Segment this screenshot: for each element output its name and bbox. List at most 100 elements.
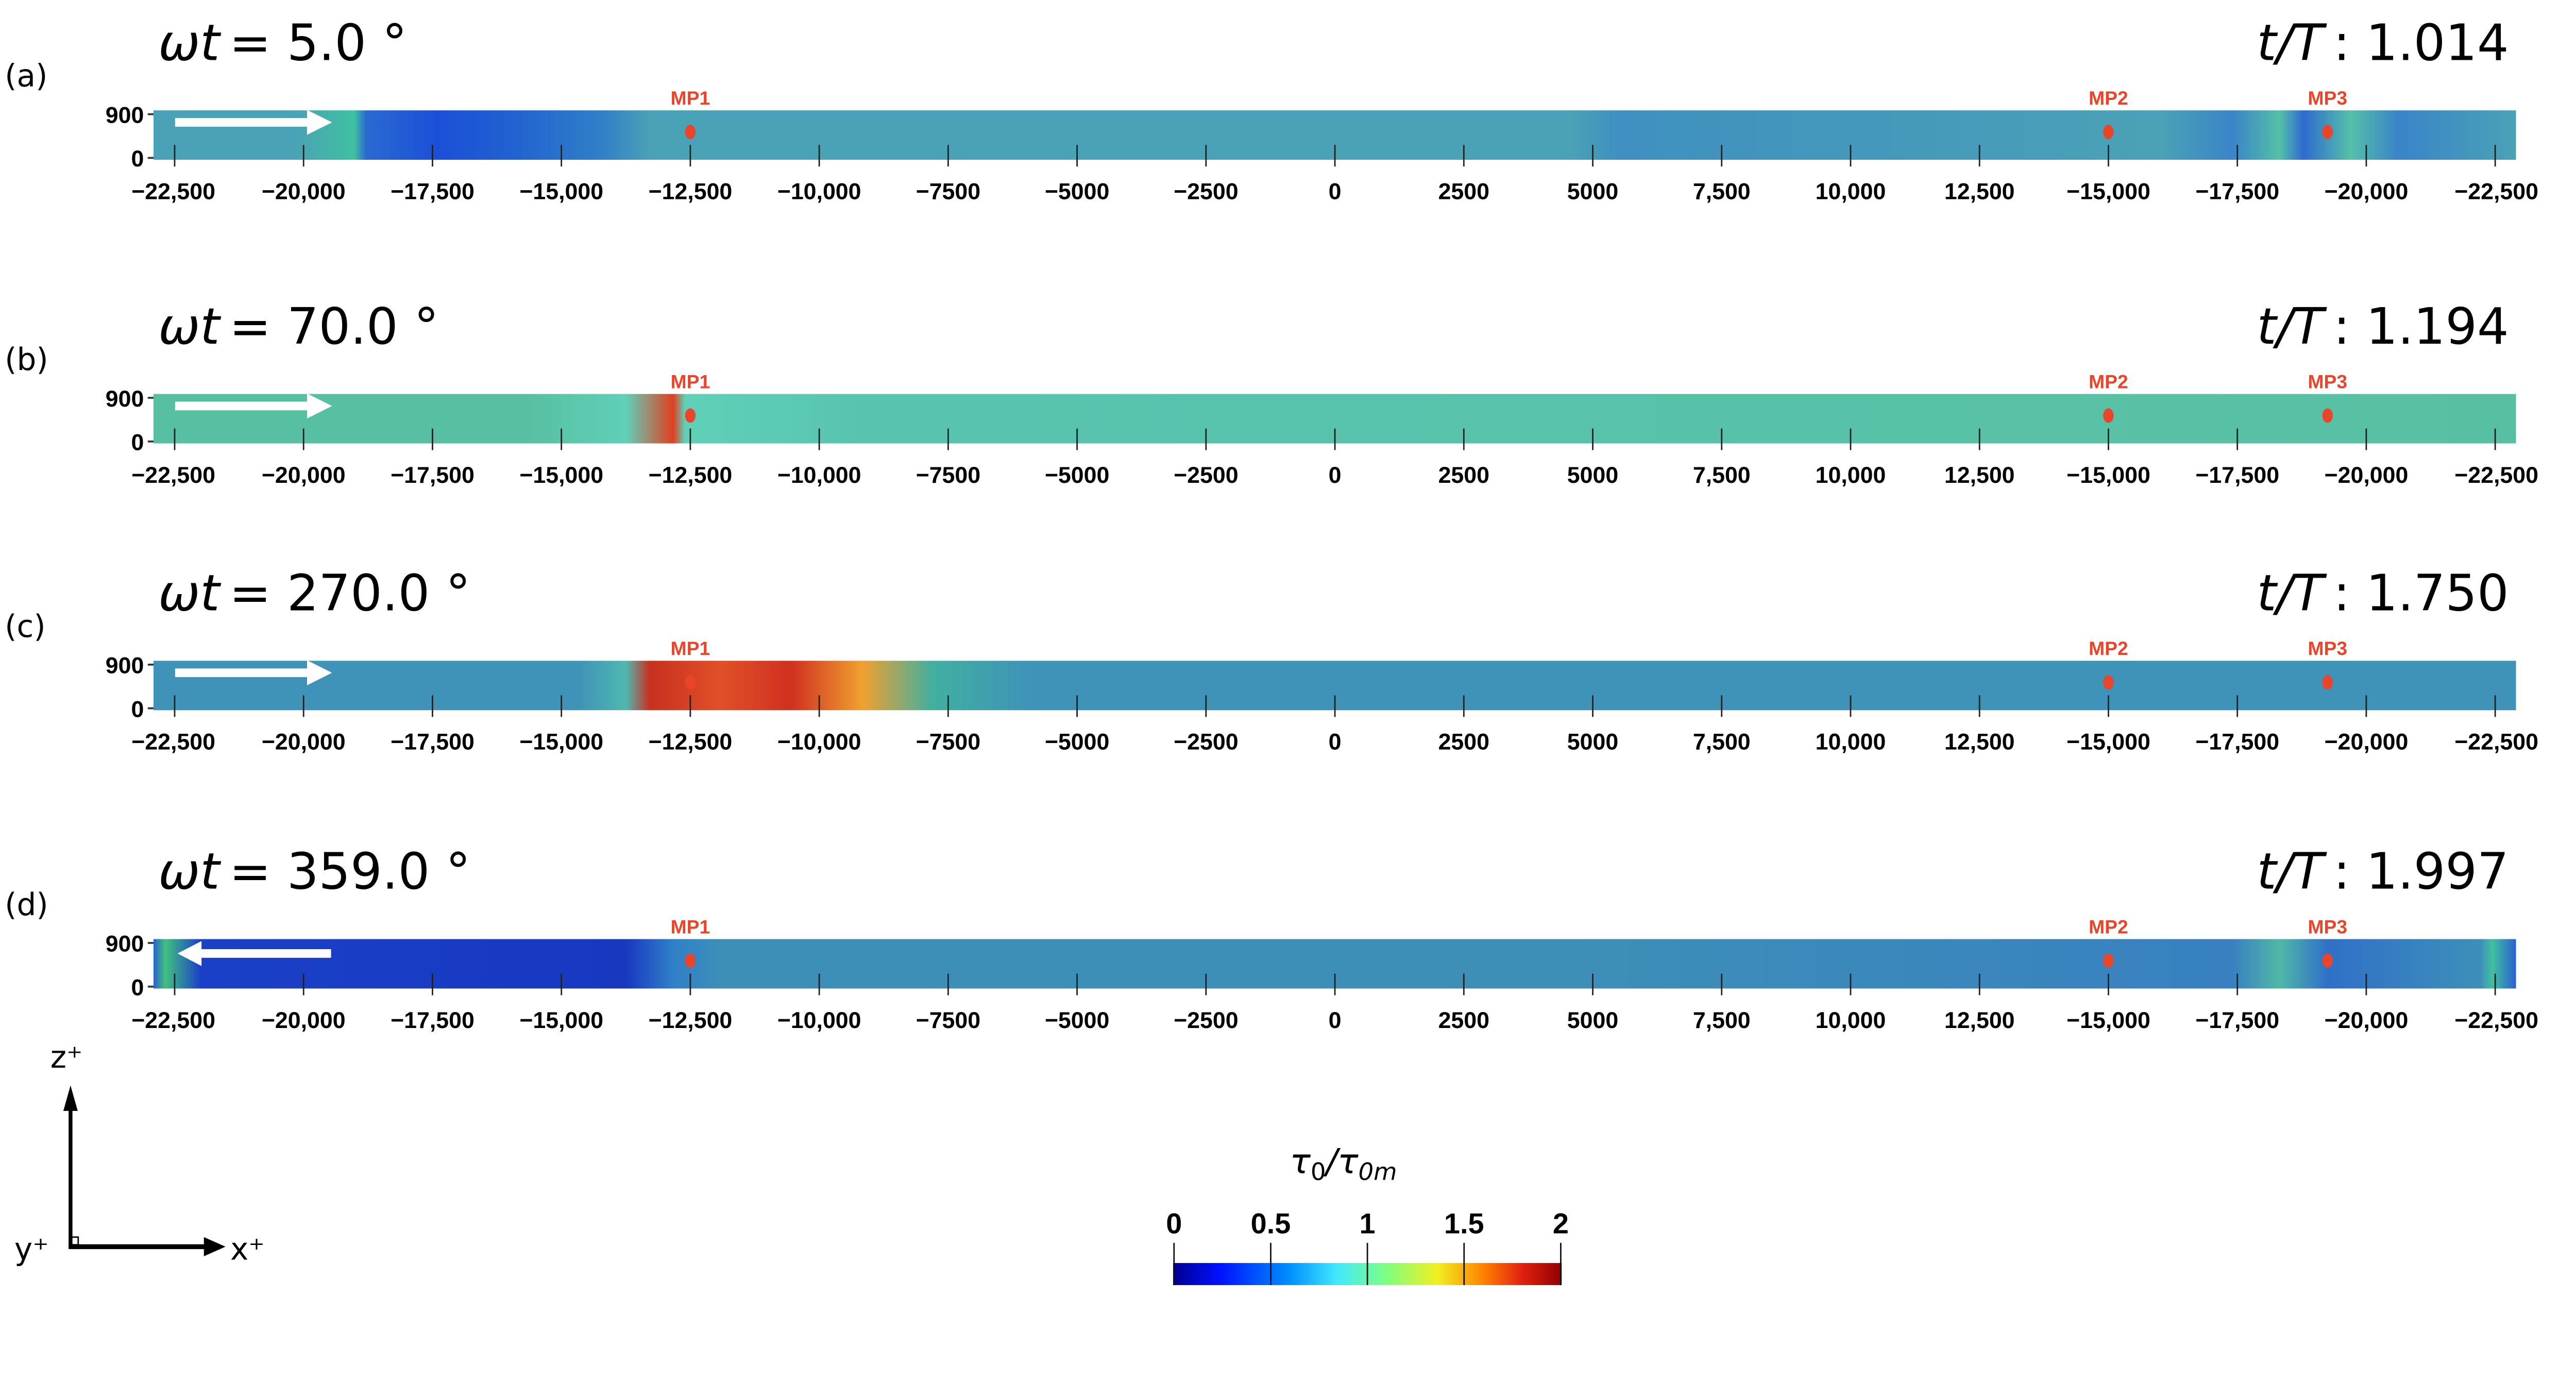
measurement-point-marker [685, 408, 696, 423]
x-tick-label: 2500 [1438, 463, 1489, 488]
x-tick-label: 0 [1329, 1008, 1342, 1033]
measurement-point-label: MP1 [671, 87, 710, 109]
x-tick-label: −7500 [916, 463, 981, 488]
time-ratio-label: t/T: 1.997 [2257, 842, 2509, 901]
x-tick-label: 0 [1329, 463, 1342, 488]
x-tick-label: 12,500 [1944, 463, 2015, 488]
x-tick-label: −22,500 [2454, 179, 2538, 204]
measurement-point-label: MP3 [2308, 370, 2348, 392]
x-tick-label: −5000 [1045, 730, 1110, 755]
x-tick-label: −7500 [916, 730, 981, 755]
x-tick-label: −12,500 [649, 1008, 733, 1033]
measurement-point-label: MP3 [2308, 916, 2348, 937]
x-tick-label: −20,000 [2325, 730, 2409, 755]
x-tick-label: 12,500 [1944, 179, 2015, 204]
y-axis-marker [70, 1236, 79, 1246]
x-tick-label: −15,000 [519, 463, 603, 488]
colorbar-title: τ0/τ0m [1290, 1141, 1397, 1186]
z-tick-label: 0 [131, 146, 144, 172]
x-tick-label: −10,000 [777, 179, 861, 204]
flow-direction-arrow-icon [175, 660, 332, 685]
x-tick-label: −20,000 [262, 1008, 346, 1033]
z-tick-label: 0 [131, 430, 144, 456]
x-tick-label: 5000 [1567, 730, 1618, 755]
x-tick-label: −17,500 [2195, 463, 2279, 488]
x-arrowhead-icon [204, 1237, 226, 1257]
x-tick-label: −17,500 [391, 730, 474, 755]
x-tick-label: 7,500 [1693, 1008, 1751, 1033]
x-tick-label: −5000 [1045, 1008, 1110, 1033]
flow-direction-arrow-icon [175, 393, 332, 419]
x-tick-label: −22,500 [131, 463, 215, 488]
x-tick-label: 2500 [1438, 730, 1489, 755]
x-tick-label: −2500 [1174, 463, 1239, 488]
x-tick-label: 12,500 [1944, 1008, 2015, 1033]
x-tick-label: −20,000 [2325, 1008, 2409, 1033]
x-tick-label: −17,500 [2195, 1008, 2279, 1033]
x-tick-label: 5000 [1567, 1008, 1618, 1033]
x-tick-label: −22,500 [2454, 463, 2538, 488]
measurement-point-marker [2103, 953, 2114, 968]
x-tick-label: −20,000 [2325, 179, 2409, 204]
x-tick-label: −17,500 [2195, 730, 2279, 755]
x-tick-label: 10,000 [1816, 463, 1886, 488]
colorbar-tick-label: 1.5 [1444, 1207, 1484, 1239]
measurement-point-label: MP1 [671, 916, 710, 937]
x-tick-label: −20,000 [262, 463, 346, 488]
x-tick-label: −17,500 [391, 179, 474, 204]
x-tick-label: −10,000 [777, 730, 861, 755]
x-tick-label: −2500 [1174, 730, 1239, 755]
x-tick-label: −20,000 [262, 179, 346, 204]
x-tick-label: 5000 [1567, 179, 1618, 204]
x-tick-label: −15,000 [2066, 730, 2150, 755]
flow-direction-arrow-icon [177, 941, 331, 966]
x-tick-label: 10,000 [1816, 179, 1886, 204]
z-tick-label: 900 [106, 653, 144, 679]
x-tick-label: −17,500 [391, 1008, 474, 1033]
figure: (a) ωt = 5.0 ° t/T: 1.014 900 0 −22,500 −20,000… [5, 13, 2538, 1285]
phase-angle-label: ωt = 359.0 ° [158, 842, 470, 901]
x-tick-label: 0 [1329, 730, 1342, 755]
axes-triad: z⁺ y⁺ x⁺ [14, 1040, 265, 1268]
z-arrowhead-icon [63, 1085, 78, 1111]
measurement-point-marker [2103, 125, 2114, 140]
measurement-point-label: MP1 [671, 637, 710, 659]
panel-c: (c) ωt = 270.0 ° t/T: 1.750 900 0 −22,500 −20,0… [5, 564, 2538, 755]
measurement-point-label: MP1 [671, 370, 710, 392]
flow-direction-arrow-icon [175, 110, 332, 135]
x-tick-label: −7500 [916, 1008, 981, 1033]
x-tick-label: −20,000 [262, 730, 346, 755]
x-tick-label: 0 [1329, 179, 1342, 204]
measurement-point-marker [2322, 125, 2333, 140]
x-tick-label: −7500 [916, 179, 981, 204]
time-ratio-label: t/T: 1.750 [2257, 564, 2509, 622]
time-ratio-label: t/T: 1.014 [2257, 13, 2509, 72]
measurement-point-label: MP2 [2089, 87, 2128, 109]
x-tick-label: 10,000 [1816, 730, 1886, 755]
phase-angle-label: ωt = 270.0 ° [158, 564, 470, 622]
measurement-point-label: MP3 [2308, 637, 2348, 659]
panel-label: (b) [5, 342, 48, 378]
measurement-point-marker [2322, 953, 2333, 968]
panel-label: (a) [5, 59, 47, 94]
x-tick-label: −2500 [1174, 1008, 1239, 1033]
measurement-point-marker [2322, 408, 2333, 423]
x-tick-label: −15,000 [519, 179, 603, 204]
x-tick-label: −12,500 [649, 463, 733, 488]
x-tick-label: 7,500 [1693, 463, 1751, 488]
colorbar: τ0/τ0m 0 0.5 1 1.5 2 [1166, 1141, 1569, 1285]
colorbar-tick-label: 1 [1360, 1207, 1376, 1239]
measurement-point-marker [2103, 675, 2114, 690]
x-tick-label: −2500 [1174, 179, 1239, 204]
x-tick-label: −12,500 [649, 730, 733, 755]
x-tick-label: −5000 [1045, 463, 1110, 488]
x-tick-label: 7,500 [1693, 730, 1751, 755]
x-tick-label: −22,500 [131, 179, 215, 204]
z-axis-label: z⁺ [50, 1040, 83, 1075]
x-tick-label: −15,000 [2066, 463, 2150, 488]
x-tick-label: −22,500 [2454, 1008, 2538, 1033]
panel-label: (c) [5, 609, 45, 645]
x-tick-label: −15,000 [519, 730, 603, 755]
panel-d: (d) ωt = 359.0 ° t/T: 1.997 900 0 −22,500 −20,0… [5, 842, 2538, 1033]
x-tick-label: 2500 [1438, 179, 1489, 204]
